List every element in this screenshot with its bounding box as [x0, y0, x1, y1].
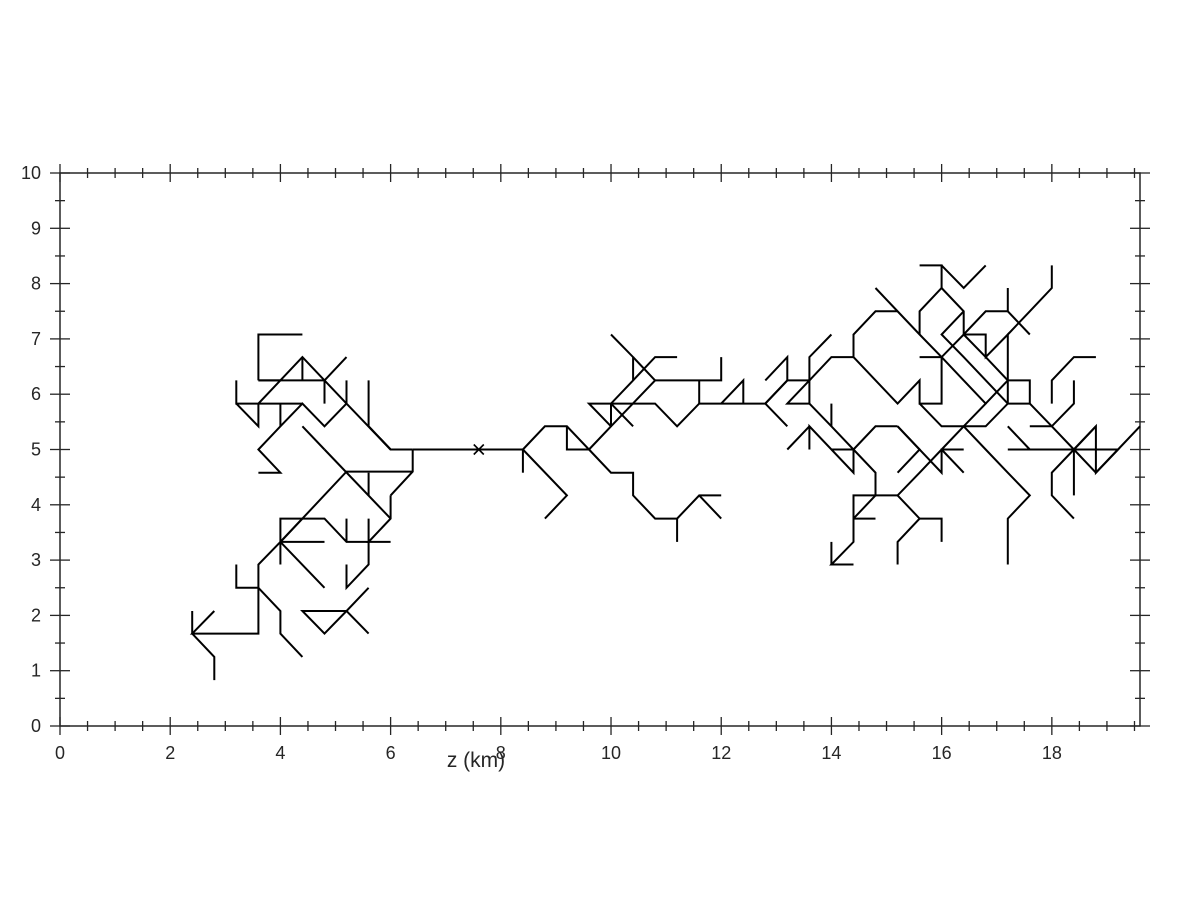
tree-branch: [1007, 425, 1031, 451]
tree-branch: [257, 333, 303, 381]
tree-branch: [764, 354, 789, 382]
tree-branch: [235, 402, 260, 429]
tree-branch: [257, 402, 348, 474]
tree-branch: [279, 517, 369, 543]
tree-branch: [918, 356, 988, 428]
axes-frame: [59, 172, 1141, 727]
tree-branch: [1073, 448, 1121, 475]
marker-group: [473, 443, 485, 456]
tree-branch: [1007, 265, 1053, 336]
y-tick-label: 9: [31, 218, 41, 238]
y-tick-label: 10: [21, 163, 41, 183]
tree-branch: [367, 380, 413, 451]
y-tick-label: 1: [31, 661, 41, 681]
tree-branch: [191, 632, 216, 681]
tree-branch: [940, 448, 965, 474]
x-axis-label: z (km): [447, 749, 505, 772]
tree-branch: [279, 517, 304, 543]
y-tick-label: 8: [31, 274, 41, 294]
tree-branch: [896, 425, 964, 476]
y-tick-label: 2: [31, 605, 41, 625]
tree-branch: [852, 425, 898, 451]
tree-branch: [808, 310, 898, 382]
tree-branch: [257, 587, 304, 658]
tree-branch: [1073, 425, 1097, 451]
tree-series: [189, 264, 1141, 681]
x-tick-label: 16: [932, 743, 952, 763]
x-tick-label: 2: [165, 743, 175, 763]
y-tick-label: 6: [31, 384, 41, 404]
tree-branch: [279, 541, 326, 589]
axis-ticks: [50, 164, 1150, 735]
tree-branch: [610, 333, 635, 381]
tree-branch: [345, 587, 370, 635]
tree-branch: [366, 495, 392, 543]
tree-branch: [301, 425, 326, 451]
tree-branch: [189, 587, 260, 635]
tree-branch: [1007, 310, 1031, 336]
tree-branch: [829, 495, 855, 566]
tree-branch: [896, 425, 921, 474]
x-tick-label: 6: [386, 743, 396, 763]
x-tick-label: 4: [275, 743, 285, 763]
y-tick-label: 3: [31, 550, 41, 570]
tree-branch: [808, 402, 855, 476]
tree-branch: [919, 517, 943, 542]
x-tick-label: 12: [711, 743, 731, 763]
tree-branch: [522, 448, 569, 520]
tree-branch: [874, 287, 943, 358]
tree-branch: [522, 425, 592, 451]
tree-branch: [1050, 448, 1075, 520]
tree-branch: [235, 564, 259, 589]
origin-marker: [473, 443, 485, 456]
tree-branch: [963, 379, 1031, 428]
x-tick-label: 14: [821, 743, 841, 763]
x-tick-label: 10: [601, 743, 621, 763]
y-tick-label: 7: [31, 329, 41, 349]
y-tick-label: 5: [31, 440, 41, 460]
tree-branch: [940, 310, 1009, 405]
tree-branch: [1050, 356, 1096, 404]
tree-branch: [323, 448, 392, 520]
tree-branch: [323, 356, 348, 382]
x-tick-label: 8: [496, 743, 506, 763]
tree-branch: [367, 425, 392, 451]
plot-area: [50, 164, 1150, 735]
tree-branch: [852, 448, 877, 520]
x-tick-label: 0: [55, 743, 65, 763]
tree-branch: [1029, 380, 1075, 428]
tree-branch: [345, 518, 370, 591]
tree-branch: [586, 402, 612, 427]
tree-branch: [764, 402, 789, 427]
tree-branch: [588, 448, 722, 520]
y-tick-label: 0: [31, 716, 41, 736]
tree-branch: [698, 494, 722, 520]
tree-branch: [720, 377, 745, 405]
tree-branch: [896, 494, 921, 565]
tree-branch: [786, 425, 811, 451]
x-tick-label: 18: [1042, 743, 1062, 763]
tree-branch: [588, 356, 678, 451]
marker-stroke: [473, 443, 485, 456]
tree-branch: [940, 264, 987, 290]
tree-branch: [919, 264, 943, 288]
tree-branch: [632, 356, 656, 382]
tree-branch: [918, 286, 1008, 338]
tree-branch: [300, 610, 348, 636]
tree-branch: [852, 424, 1032, 565]
y-tick-label: 4: [31, 495, 41, 515]
